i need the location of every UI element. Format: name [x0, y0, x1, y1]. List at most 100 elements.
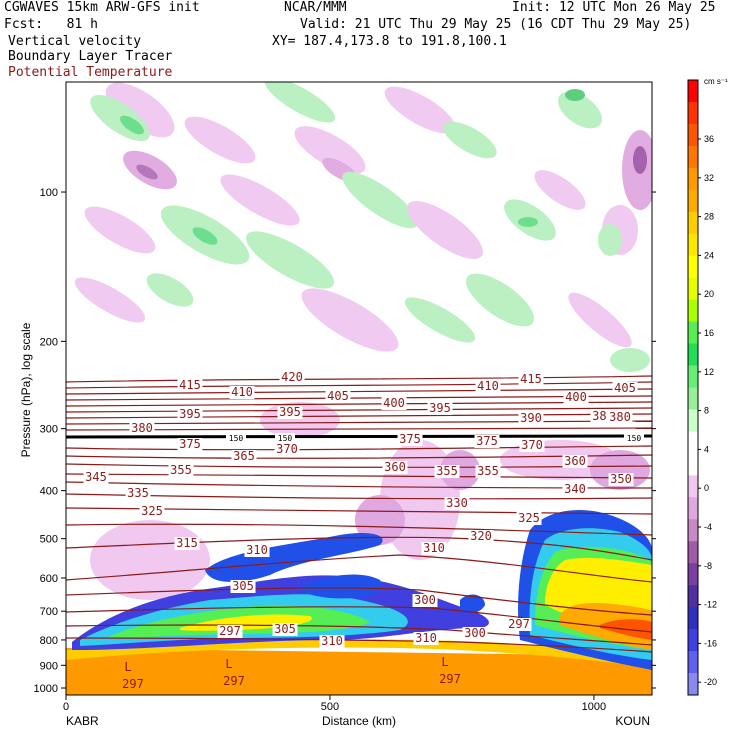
colorbar-tick-label: -16 [704, 638, 717, 648]
vv-up-blob [465, 273, 535, 327]
theta-label: 310 [423, 541, 445, 555]
vv-up-blob [264, 82, 336, 123]
theta-label: 315 [176, 536, 198, 550]
y-tick-label: 700 [40, 606, 58, 618]
y-tick-label: 200 [40, 336, 58, 348]
theta-label-bg [177, 438, 203, 451]
theta-label: 297 [508, 617, 530, 631]
colorbar-swatch [688, 585, 698, 608]
theta-label-bg [382, 461, 408, 474]
colorbar-swatch [688, 255, 698, 279]
boundary-layer-orange [66, 648, 652, 695]
theta-label: 300 [464, 626, 486, 640]
colorbar-swatch [688, 475, 698, 498]
theta-label-bg [272, 623, 298, 636]
vv-down-blob [440, 450, 480, 490]
vv-up-blob [558, 91, 602, 129]
y-tick-label: 500 [40, 534, 58, 546]
theta-label-bg [519, 439, 545, 452]
colorbar-tick-label: -12 [704, 600, 717, 610]
theta-label: 365 [233, 449, 255, 463]
theta-label-bg [608, 473, 634, 486]
x-endpoint-right: KOUN [615, 714, 650, 728]
vv-down-blob [355, 495, 405, 545]
theta-label: 405 [327, 389, 349, 403]
vv-down-blob [90, 520, 210, 600]
theta-label: 297 [122, 677, 144, 691]
theta-label: 297 [439, 672, 461, 686]
vv-down-blob [220, 174, 300, 226]
theta-label-bg [444, 497, 470, 510]
low-marker: L [225, 657, 232, 671]
theta-label-bg [562, 455, 588, 468]
x-endpoint-left: KABR [66, 714, 99, 728]
tracer-contour [65, 434, 653, 439]
field-potential-temperature: Potential Temperature [8, 65, 173, 80]
y-tick-label: 900 [40, 660, 58, 672]
theta-label-bg [462, 627, 488, 640]
theta-label-bg [177, 408, 203, 421]
colorbar-tick-label: 20 [704, 289, 714, 299]
colorbar-swatch [688, 453, 698, 476]
theta-label-bg [563, 391, 589, 404]
tracer-label: 150 [229, 434, 244, 443]
vv-down-blob [534, 170, 586, 210]
theta-label: 305 [274, 622, 296, 636]
theta-label: 415 [520, 372, 542, 386]
theta-label: 375 [399, 432, 421, 446]
colorbar-swatch [688, 123, 698, 147]
colorbar-swatch [688, 365, 698, 388]
theta-label-bg [516, 512, 542, 525]
y-axis-title: Pressure (hPa), log scale [19, 322, 33, 457]
theta-label-layer: 420 415 415 410 410 405 405 400 400 395 395 395 390 3… [83, 370, 644, 691]
theta-label-bg [475, 380, 501, 393]
theta-label-bg [244, 544, 270, 557]
theta-label: 355 [170, 463, 192, 477]
y-tick-label: 800 [40, 635, 58, 647]
colorbar-tick-label: 24 [704, 250, 714, 260]
low-marker: L [124, 660, 131, 674]
theta-label-bg [607, 411, 633, 424]
theta-line [66, 587, 652, 616]
theta-label: 395 [279, 405, 301, 419]
colorbar-tick-label: -4 [704, 522, 712, 532]
colorbar-tick-label: 12 [704, 367, 714, 377]
theta-label-bg [506, 618, 532, 631]
theta-label-bg [518, 373, 544, 386]
theta-label-bg [231, 450, 257, 463]
colorbar-swatch [688, 497, 698, 520]
theta-label-bg [468, 530, 494, 543]
theta-label: 330 [446, 496, 468, 510]
tracer-label-bg [275, 433, 295, 442]
colorbar-swatch [688, 409, 698, 432]
theta-label-bg [518, 412, 544, 425]
tracer-label-bg [624, 433, 644, 442]
theta-label-bg [174, 537, 200, 550]
vv-up-blob [610, 348, 650, 372]
theta-line [66, 388, 652, 395]
colorbar-tick-label: 16 [704, 328, 714, 338]
vv-down-blob [294, 126, 366, 174]
theta-label-bg [421, 542, 447, 555]
theta-label: 370 [521, 438, 543, 452]
theta-label-bg [125, 487, 151, 500]
theta-label: 395 [429, 401, 451, 415]
theta-line [66, 606, 652, 633]
theta-label-bg [612, 382, 638, 395]
x-tick-label: 1000 [582, 701, 606, 713]
theta-label: 380 [609, 410, 631, 424]
x-tick-label: 500 [321, 701, 339, 713]
y-tick-label: 1000 [34, 683, 58, 695]
theta-label: 320 [470, 529, 492, 543]
theta-line [66, 523, 652, 536]
colorbar-tick-label: 28 [704, 212, 714, 222]
colorbar: 36 32 28 24 20 16 12 8 4 0 -4 -8 -12 -16 -20 [687, 79, 717, 696]
forecast-hour: Fcst: 81 h [4, 17, 98, 32]
theta-label: 350 [610, 472, 632, 486]
theta-label-bg [277, 406, 303, 419]
theta-label: 345 [85, 470, 107, 484]
colorbar-swatch [688, 607, 698, 630]
theta-label-bg [279, 371, 305, 384]
theta-label: 300 [414, 593, 436, 607]
colorbar-tick-label: 8 [704, 406, 709, 416]
